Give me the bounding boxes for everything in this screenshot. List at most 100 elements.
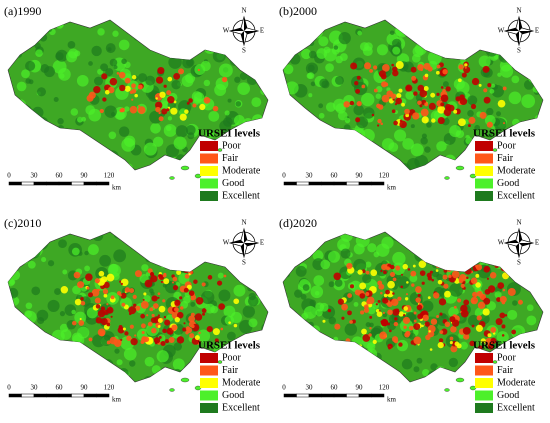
land-patch: [488, 133, 493, 138]
scale-label: 120: [379, 384, 390, 392]
land-patch: [27, 260, 36, 269]
land-patch: [35, 49, 43, 58]
land-patch: [290, 102, 303, 115]
scale-segment: [33, 393, 47, 398]
urban-patch: [499, 312, 506, 319]
urban-patch: [172, 276, 178, 282]
land-patch: [405, 91, 415, 100]
urban-patch: [395, 265, 401, 271]
compass-star-dark: [230, 229, 258, 257]
urban-patch: [100, 318, 108, 326]
urban-patch: [410, 66, 417, 73]
urban-patch: [212, 328, 220, 336]
urban-patch: [490, 326, 497, 333]
urban-patch: [221, 76, 228, 83]
urban-patch: [216, 280, 223, 286]
land-patch: [248, 292, 256, 301]
urban-patch: [134, 270, 142, 278]
land-patch: [413, 366, 420, 373]
land-patch: [144, 356, 155, 367]
scale-label: 0: [282, 384, 286, 392]
urban-patch: [203, 97, 211, 104]
land-patch: [16, 129, 28, 141]
land-patch: [248, 318, 258, 328]
urban-patch: [174, 316, 180, 323]
land-patch: [56, 370, 62, 376]
land-patch: [186, 58, 195, 67]
land-patch: [525, 250, 530, 255]
urban-patch: [110, 295, 115, 300]
land-patch: [61, 364, 68, 371]
land-patch: [443, 232, 453, 239]
urban-patch: [440, 94, 449, 103]
urban-patch: [496, 297, 501, 303]
land-patch: [300, 142, 308, 150]
land-patch: [285, 333, 294, 343]
urban-patch: [388, 346, 391, 350]
urban-patch: [131, 83, 136, 89]
land-patch: [162, 158, 169, 165]
legend-label: Moderate: [497, 377, 536, 388]
urban-patch: [487, 285, 496, 293]
urban-patch: [411, 75, 417, 81]
scale-unit: km: [387, 184, 397, 192]
urban-patch: [323, 334, 326, 337]
urban-patch: [421, 281, 425, 285]
urban-patch: [134, 93, 138, 98]
urban-patch: [511, 329, 517, 335]
land-patch: [528, 72, 540, 84]
land-patch: [523, 79, 534, 90]
urban-patch: [458, 118, 466, 127]
land-patch: [497, 35, 512, 50]
land-patch: [179, 21, 191, 33]
urban-patch: [403, 325, 407, 329]
land-patch: [371, 148, 380, 157]
urban-patch: [417, 293, 421, 297]
land-patch: [535, 67, 542, 74]
land-patch: [406, 28, 416, 38]
land-patch: [312, 377, 322, 382]
urban-patch: [345, 338, 351, 344]
urban-patch: [489, 272, 497, 279]
urban-patch: [350, 346, 357, 353]
urban-patch: [402, 263, 408, 270]
land-patch: [409, 274, 418, 283]
land-patch: [285, 81, 299, 95]
land-patch: [121, 58, 127, 65]
land-patch: [319, 129, 329, 140]
urban-patch: [382, 297, 389, 304]
urban-patch: [124, 331, 129, 336]
scale-label: 120: [379, 172, 390, 180]
land-patch: [99, 254, 111, 267]
urban-patch: [368, 333, 372, 337]
urban-patch: [373, 88, 378, 93]
land-patch: [29, 356, 43, 370]
land-patch: [176, 32, 183, 39]
land-patch: [31, 350, 39, 358]
land-patch: [16, 357, 29, 371]
urban-patch: [160, 280, 163, 283]
urban-patch: [442, 88, 446, 93]
land-patch: [422, 368, 430, 377]
urban-patch: [99, 330, 105, 337]
island: [444, 388, 450, 392]
land-patch: [328, 281, 335, 288]
land-patch: [443, 251, 454, 261]
land-patch: [72, 285, 81, 295]
urban-patch: [464, 66, 467, 69]
land-patch: [318, 139, 327, 147]
urban-patch: [142, 298, 145, 301]
urban-patch: [373, 65, 378, 70]
land-patch: [32, 106, 44, 119]
urban-patch: [137, 84, 143, 90]
urban-patch: [197, 68, 201, 72]
urban-patch: [410, 270, 417, 277]
land-patch: [421, 232, 432, 240]
land-patch: [35, 236, 49, 250]
land-patch: [414, 34, 421, 40]
land-patch: [353, 258, 367, 272]
land-patch: [289, 359, 297, 366]
urban-patch: [436, 70, 440, 75]
land-patch: [34, 42, 41, 49]
urban-patch: [168, 336, 175, 343]
